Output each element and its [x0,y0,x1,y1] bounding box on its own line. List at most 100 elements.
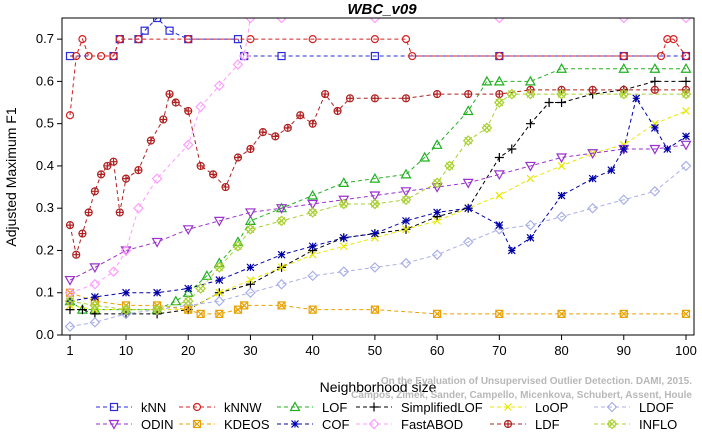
point-ldf [115,208,124,217]
point-odin [244,208,256,219]
point-odin [369,191,381,202]
point-simplifiedlof [245,279,255,289]
x-tick-label: 30 [243,343,257,358]
legend-label-cof: COF [322,417,350,432]
legend-label-ldf: LDF [535,417,560,432]
series-line-simplifiedlof [70,80,686,315]
point-simplifiedlof [494,152,504,162]
point-inflo [400,194,412,206]
point-ldf [246,144,255,154]
point-knnw [72,51,81,61]
point-ldf [588,85,597,94]
legend-label-fastabod: FastABOD [401,417,463,432]
point-ldf [65,221,75,230]
point-loop [215,288,224,297]
point-odin [307,199,319,210]
point-kdeos [681,309,691,318]
point-ldof [556,211,567,223]
point-ldf [196,161,205,171]
point-inflo [213,262,225,273]
point-kdeos [240,301,249,310]
x-tick-label: 100 [675,343,697,358]
point-ldf [90,187,99,196]
point-inflo [151,304,163,315]
point-ldf [121,174,131,183]
point-knn [153,18,162,23]
point-knnw [84,51,93,61]
point-kdeos [557,309,566,318]
point-cof [370,229,379,238]
point-odin [400,187,412,198]
point-knnw [370,35,379,44]
point-lof [649,62,661,73]
point-inflo [195,283,207,294]
point-fastabod [493,18,505,24]
x-tick-label: 70 [492,343,506,358]
point-simplifiedlof [77,305,87,315]
point-inflo [307,207,319,218]
point-ldf [171,98,180,107]
point-odin [151,237,163,248]
point-knnw [681,51,691,61]
legend-label-knnw: kNNW [224,400,262,415]
legend-marker-odin [108,419,120,430]
point-ldf [345,94,355,103]
point-ldf [258,128,267,137]
x-axis-label: Neighborhood size [320,379,437,395]
point-ldof [400,257,412,269]
point-lof [400,168,412,179]
point-knnw [184,35,193,44]
point-lof [201,270,213,280]
point-ldof [431,249,443,261]
point-cof [663,145,672,153]
legend-marker-inflo [606,418,618,430]
point-cof [122,288,130,297]
point-cof [557,191,566,200]
point-ldf [495,89,504,99]
point-ldof [276,278,287,290]
point-loop [339,242,348,251]
legend-item-ldf: LDF [490,417,560,432]
legend-item-fastabod: FastABOD [356,417,463,432]
point-kdeos [495,309,504,318]
point-cof [495,221,504,230]
point-lof [462,105,474,116]
point-ldof [587,202,599,214]
point-ldf [370,94,379,103]
point-knn [277,51,286,61]
point-cof [308,242,317,251]
point-cof [402,216,410,225]
point-knnw [78,35,87,44]
point-cof [607,166,616,175]
point-ldf [464,89,473,99]
point-fastabod [369,18,381,24]
point-cof [632,94,641,103]
point-odin [120,246,132,257]
point-loop [308,250,317,259]
point-fastabod [120,245,132,256]
point-inflo [369,198,381,210]
point-ldf [433,89,442,99]
x-tick-label: 20 [181,343,195,358]
point-fastabod [618,18,630,24]
point-loop [495,191,504,200]
point-ldof [64,321,76,332]
point-knnw [308,35,317,44]
legend-marker-ldof [606,401,618,413]
chart-title: WBC_v09 [347,1,417,18]
legend-marker-cof [291,420,299,428]
point-kdeos [277,301,286,310]
point-inflo [245,223,256,235]
point-knnw [115,35,124,44]
point-ldf [283,123,292,132]
point-simplifiedlof [525,119,535,129]
point-cof [619,145,628,153]
point-inflo [506,88,518,100]
point-kdeos [619,309,628,318]
point-ldf [146,136,155,145]
point-cof [433,208,442,217]
point-odin [182,225,194,236]
legend-marker-knn [109,402,119,412]
point-cof [153,288,162,297]
series-line-lof [69,68,686,311]
